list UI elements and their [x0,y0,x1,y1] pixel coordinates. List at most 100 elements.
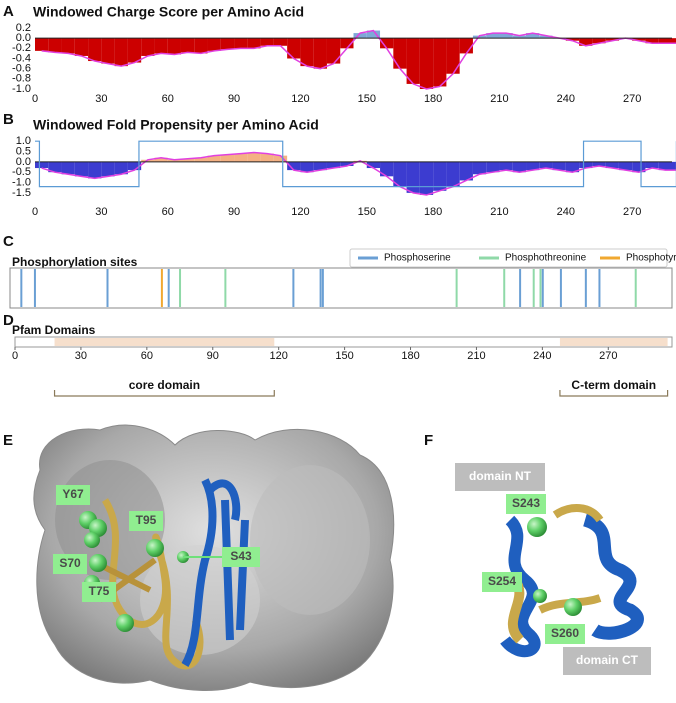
bar [300,38,314,67]
bar [101,38,115,64]
site-label: S254 [488,574,516,588]
bar [300,161,314,173]
track-box [14,336,673,348]
y-tick-label: -1.5 [12,187,31,199]
chart-title: Windowed Fold Propensity per Amino Acid [33,117,319,133]
panel-label: A [3,3,14,20]
bar [366,30,381,39]
sphere [564,598,582,616]
x-tick-label: 270 [623,93,641,105]
domain-label: domain NT [469,469,532,483]
y-tick-label: -0.6 [12,63,31,75]
bar [565,38,580,41]
bar [194,157,208,162]
bar [61,161,75,175]
sphere [146,539,164,557]
bar [618,161,633,171]
panel-label: B [3,111,14,128]
site-label: S70 [59,556,81,570]
chart-title: Windowed Charge Score per Amino Acid [33,4,304,20]
bar [406,38,420,84]
bar [419,161,434,195]
site-label: T95 [136,513,157,527]
site-label: T75 [89,584,110,598]
structure-e: Y67 T95 S70 S43 T75 [33,424,395,691]
y-tick-label: -1.0 [12,83,31,95]
x-tick-label: 180 [424,93,442,105]
bar [141,159,155,162]
legend-label: Phosphothreonine [505,253,587,264]
domain-bar [559,338,668,346]
sphere [116,614,134,632]
x-tick-label: 60 [162,93,174,105]
bar [61,38,75,54]
bar [658,161,672,171]
x-tick-label: 120 [291,93,309,105]
bar [74,161,89,177]
bar [512,35,527,39]
label-box [506,494,546,514]
bar [234,38,248,49]
bar [539,161,553,169]
x-tick-label: 30 [95,93,107,105]
bar [326,161,341,169]
x-tick-label: 90 [228,206,240,218]
x-tick-label: 150 [358,206,376,218]
bar [340,38,354,49]
bar [287,38,301,59]
panel-label: C [3,233,14,250]
bar [154,157,168,162]
bar [287,161,301,171]
x-tick-label: 180 [401,350,419,362]
site-label: S260 [551,626,579,640]
step-line [35,140,676,188]
x-tick-label: 0 [32,93,38,105]
bar [446,38,460,74]
site-label: Y67 [62,487,84,501]
x-tick-label: 90 [207,350,219,362]
bar [326,38,341,64]
bar [260,38,274,46]
bar [565,161,580,173]
bar [154,38,168,54]
y-tick-label: 0.0 [16,156,31,168]
label-box [482,572,522,592]
bar [313,161,327,171]
bar [273,155,288,162]
x-tick-label: 270 [599,350,617,362]
bar [645,38,659,44]
panel-label: D [3,312,14,329]
x-tick-label: 270 [623,206,641,218]
sphere [533,589,547,603]
bar [380,38,394,49]
bar [234,153,248,162]
bar [340,161,354,166]
x-tick-label: 120 [291,206,309,218]
sphere [89,554,107,572]
surface-shade [250,465,370,615]
label-box [222,547,260,567]
bar [127,38,142,63]
bar [419,38,434,89]
label-box [129,511,163,531]
bar [459,161,473,181]
bar [273,38,288,46]
bar [526,33,540,39]
label-box [56,485,90,505]
bar [260,153,274,162]
bar [207,38,221,51]
chart-title: Pfam Domains [12,323,96,337]
bar [512,161,527,173]
site-label: S243 [512,496,540,510]
bar [247,38,261,49]
bar [88,38,102,62]
y-tick-label: 0.0 [16,32,31,44]
bar [353,33,367,39]
bar [605,38,619,41]
x-tick-label: 180 [424,206,442,218]
x-tick-label: 60 [162,206,174,218]
bar [658,38,672,44]
bar [101,161,115,177]
track-box [9,267,673,309]
